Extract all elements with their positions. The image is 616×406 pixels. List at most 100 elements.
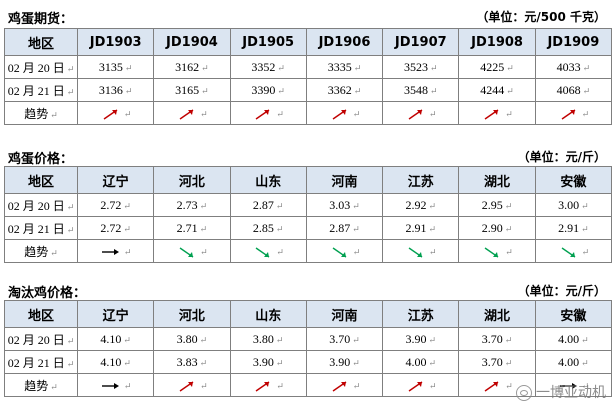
paragraph-mark: ↵ bbox=[50, 381, 58, 392]
up-arrow-icon bbox=[558, 106, 580, 120]
date-label: 02 月 20 日 bbox=[7, 332, 65, 347]
trend-cell: ↵ bbox=[153, 101, 231, 125]
up-arrow-icon bbox=[329, 106, 351, 120]
section-header: 鸡蛋期货： （单位：元/500 千克） bbox=[0, 6, 616, 27]
header-cell: 安徽 bbox=[534, 300, 613, 328]
table-row: 02 月 20 日 ↵ 3135 ↵ 3162 ↵ 3352 ↵ 3335 ↵ 3523 ↵ 4225 ↵… bbox=[4, 55, 613, 79]
table-row: 02 月 21 日 ↵ 2.72 ↵ 2.71 ↵ 2.85 ↵ 2.87 ↵ 2.91 ↵ 2.90 ↵… bbox=[4, 216, 613, 240]
paragraph-mark: ↵ bbox=[581, 380, 590, 391]
paragraph-mark: ↵ bbox=[123, 108, 132, 119]
header-cell: 山东 bbox=[229, 166, 307, 194]
trend-label-cell: 趋势 ↵ bbox=[4, 239, 78, 263]
trend-row: 趋势 ↵ ↵ ↵ ↵ ↵ ↵ ↵ ↵ bbox=[4, 101, 613, 125]
trend-cell: ↵ bbox=[305, 373, 384, 397]
paragraph-mark: ↵ bbox=[201, 62, 209, 73]
paragraph-mark: ↵ bbox=[66, 63, 75, 74]
header-cell: 湖北 bbox=[458, 166, 536, 194]
down-arrow-icon bbox=[405, 244, 427, 258]
cell-value: 2.95 bbox=[481, 197, 503, 212]
cell-value: 4033 bbox=[556, 59, 581, 74]
paragraph-mark: ↵ bbox=[352, 357, 360, 368]
trend-cell: ↵ bbox=[76, 373, 155, 397]
trend-cell: ↵ bbox=[229, 239, 307, 263]
paragraph-mark: ↵ bbox=[50, 247, 58, 258]
value-cell: 2.87 ↵ bbox=[305, 216, 384, 240]
cell-value: 3135 bbox=[98, 59, 123, 74]
paragraph-mark: ↵ bbox=[505, 380, 513, 391]
date-cell: 02 月 20 日 ↵ bbox=[4, 55, 78, 79]
date-cell: 02 月 20 日 ↵ bbox=[4, 193, 78, 217]
paragraph-mark: ↵ bbox=[66, 201, 75, 212]
paragraph-mark: ↵ bbox=[275, 200, 284, 211]
cell-value: 4068 bbox=[556, 82, 581, 97]
trend-cell: ↵ bbox=[382, 373, 460, 397]
down-arrow-icon bbox=[481, 244, 503, 258]
value-cell: 3136 ↵ bbox=[76, 78, 155, 102]
paragraph-mark: ↵ bbox=[123, 334, 131, 345]
paragraph-mark: ↵ bbox=[504, 200, 513, 211]
table-header-row: 地区 辽宁 河北 山东 河南 江苏 湖北 安徽 bbox=[4, 166, 613, 194]
cell-value: 3390 bbox=[251, 82, 276, 97]
egg-futures-table: 地区 JD1903 JD1904 JD1905 JD1906 JD1907 JD1908 JD… bbox=[4, 28, 613, 125]
trend-cell: ↵ bbox=[229, 101, 307, 125]
date-label: 02 月 20 日 bbox=[7, 60, 65, 75]
value-cell: 4.00 ↵ bbox=[534, 327, 613, 351]
paragraph-mark: ↵ bbox=[124, 62, 133, 73]
up-arrow-icon bbox=[176, 106, 198, 120]
value-cell: 3.70 ↵ bbox=[305, 327, 384, 351]
paragraph-mark: ↵ bbox=[123, 200, 131, 211]
down-arrow-icon bbox=[329, 244, 351, 258]
header-cell: 安徽 bbox=[534, 166, 613, 194]
cell-value: 3.90 bbox=[329, 354, 351, 369]
value-cell: 3.90 ↵ bbox=[229, 350, 307, 374]
date-label: 02 月 20 日 bbox=[7, 198, 65, 213]
value-cell: 3.70 ↵ bbox=[458, 327, 536, 351]
value-cell: 2.85 ↵ bbox=[229, 216, 307, 240]
value-cell: 3.83 ↵ bbox=[153, 350, 231, 374]
paragraph-mark: ↵ bbox=[276, 108, 284, 119]
paragraph-mark: ↵ bbox=[66, 86, 75, 97]
section-title: 鸡蛋期货： bbox=[8, 12, 74, 27]
paragraph-mark: ↵ bbox=[123, 380, 132, 391]
up-arrow-icon bbox=[329, 378, 351, 392]
paragraph-mark: ↵ bbox=[199, 223, 208, 234]
table-header-row: 地区 JD1903 JD1904 JD1905 JD1906 JD1907 JD1908 JD… bbox=[4, 28, 613, 56]
header-cell: 江苏 bbox=[382, 300, 460, 328]
paragraph-mark: ↵ bbox=[66, 335, 75, 346]
paragraph-mark: ↵ bbox=[505, 108, 513, 119]
egg-price-table: 地区 辽宁 河北 山东 河南 江苏 湖北 安徽 02 月 20 日 ↵ 2.72 ↵ 2.73 ↵ 2.87… bbox=[4, 166, 613, 263]
up-arrow-icon bbox=[252, 378, 274, 392]
trend-label: 趋势 bbox=[24, 244, 49, 259]
paragraph-mark: ↵ bbox=[582, 85, 591, 96]
paragraph-mark: ↵ bbox=[581, 200, 589, 211]
culled-chicken-section: 淘汰鸡价格： （单位：元/斤） 地区 辽宁 河北 山东 河南 江苏 湖北 安徽 02 月 20 … bbox=[0, 280, 616, 397]
trend-label: 趋势 bbox=[24, 378, 49, 393]
section-title: 淘汰鸡价格： bbox=[8, 286, 87, 301]
value-cell: 4.10 ↵ bbox=[76, 327, 155, 351]
value-cell: 3352 ↵ bbox=[229, 55, 307, 79]
cell-value: 3335 bbox=[327, 59, 352, 74]
paragraph-mark: ↵ bbox=[581, 223, 589, 234]
section-unit: （单位：元/500 千克） bbox=[476, 10, 606, 24]
section-title: 鸡蛋价格： bbox=[8, 152, 74, 167]
section-unit: （单位：元/斤） bbox=[517, 150, 606, 164]
paragraph-mark: ↵ bbox=[504, 357, 513, 368]
paragraph-mark: ↵ bbox=[352, 334, 360, 345]
egg-price-section: 鸡蛋价格： （单位：元/斤） 地区 辽宁 河北 山东 河南 江苏 湖北 安徽 02 月 20 日… bbox=[0, 146, 616, 263]
up-arrow-icon bbox=[405, 106, 427, 120]
paragraph-mark: ↵ bbox=[200, 108, 208, 119]
up-arrow-icon bbox=[176, 378, 198, 392]
paragraph-mark: ↵ bbox=[123, 223, 131, 234]
cell-value: 3.83 bbox=[176, 354, 198, 369]
header-cell: JD1904 bbox=[153, 28, 231, 56]
trend-cell: ↵ bbox=[229, 373, 307, 397]
section-header: 鸡蛋价格： （单位：元/斤） bbox=[0, 146, 616, 167]
flat-arrow-icon bbox=[100, 378, 122, 392]
paragraph-mark: ↵ bbox=[200, 380, 208, 391]
cell-value: 4225 bbox=[480, 59, 505, 74]
paragraph-mark: ↵ bbox=[352, 246, 361, 257]
value-cell: 4.00 ↵ bbox=[382, 350, 460, 374]
trend-cell: ↵ bbox=[382, 239, 460, 263]
up-arrow-icon bbox=[100, 106, 122, 120]
value-cell: 2.90 ↵ bbox=[458, 216, 536, 240]
